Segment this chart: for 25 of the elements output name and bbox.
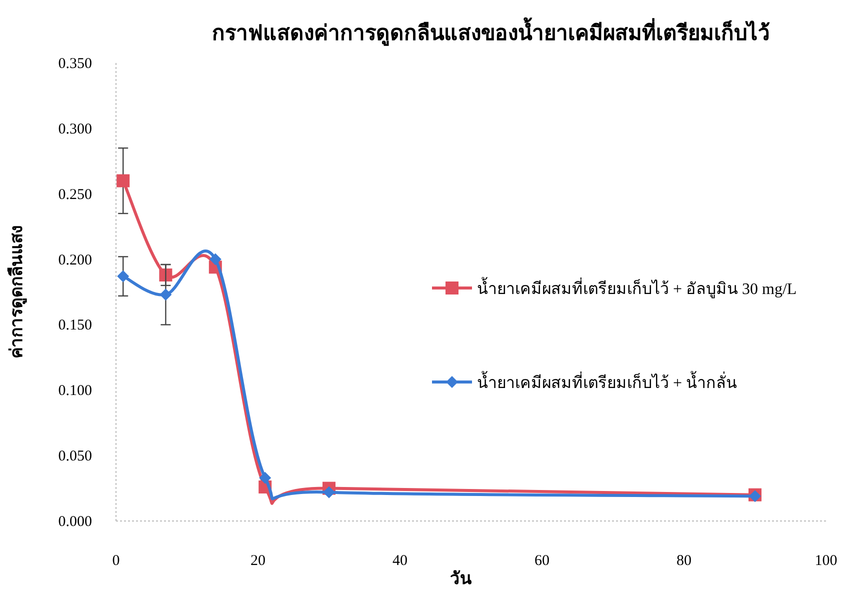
point (259, 472, 272, 484)
y-tick-label: 0.300 (58, 121, 92, 138)
point (209, 253, 222, 266)
y-tick-label: 0.000 (58, 514, 92, 530)
y-tick-label: 0.350 (58, 56, 92, 72)
y-axis-title: ค่าการดูดกลืนแสง (6, 226, 28, 358)
x-axis-title: วัน (450, 569, 472, 588)
x-tick-label: 80 (676, 553, 692, 569)
x-tick-label: 100 (814, 553, 838, 569)
point (117, 270, 130, 282)
y-tick-label: 0.200 (58, 252, 92, 268)
y-tick-label: 0.150 (58, 318, 92, 334)
x-tick-label: 40 (392, 553, 408, 569)
x-tick-label: 20 (250, 553, 266, 569)
y-tick-label: 0.250 (58, 186, 92, 203)
x-tick-label: 60 (534, 553, 550, 569)
y-tick-label: 0.050 (58, 448, 92, 465)
point (323, 486, 335, 498)
chart-title: กราฟแสดงค่าการดูดกลืนแสงของน้ำยาเคมีผสมที่เตรียมเก็บไว้ (212, 17, 770, 47)
legend-label: น้ำยาเคมีผสมที่เตรียมเก็บไว้ + อัลบูมิน 30 mg/L (477, 277, 797, 299)
y-tick-label: 0.100 (58, 383, 92, 400)
legend-label: น้ำยาเคมีผสมที่เตรียมเก็บไว้ + น้ำกลั่น (477, 371, 738, 392)
x-tick-label: 0 (112, 553, 120, 569)
point (160, 288, 172, 301)
point (116, 174, 130, 188)
